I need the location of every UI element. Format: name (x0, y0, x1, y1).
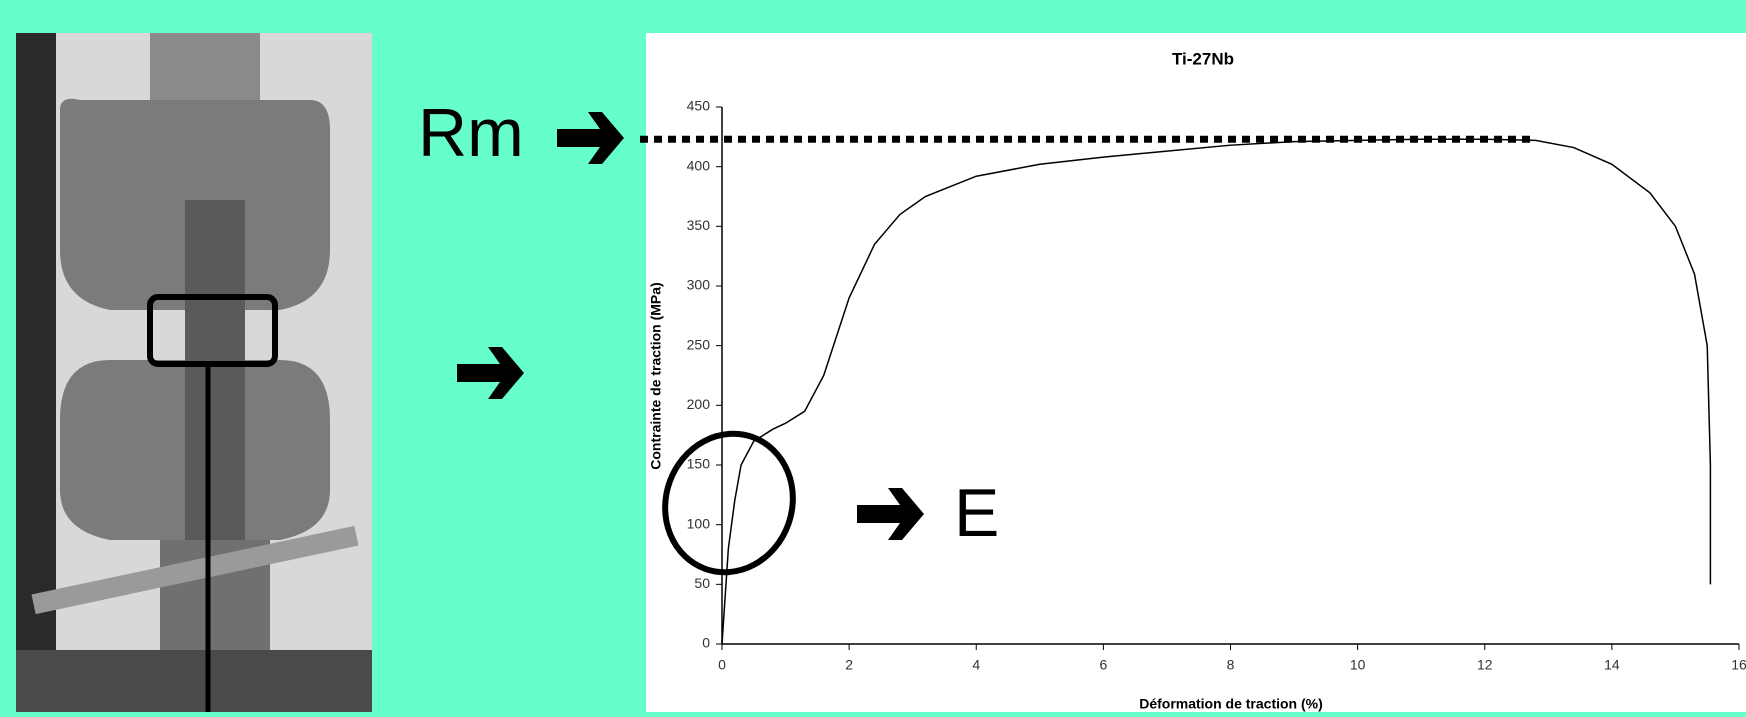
chart-panel (646, 33, 1746, 712)
y-tick-label: 100 (687, 515, 711, 531)
y-tick-label: 400 (687, 157, 711, 173)
y-tick-label: 50 (694, 575, 710, 591)
x-tick-label: 10 (1350, 657, 1366, 673)
y-tick-label: 300 (687, 277, 711, 293)
x-tick-label: 8 (1227, 657, 1235, 673)
photo (16, 33, 372, 712)
x-tick-label: 4 (972, 657, 980, 673)
y-axis-label: Contrainte de traction (MPa) (648, 282, 664, 469)
y-tick-label: 350 (687, 217, 711, 233)
x-tick-label: 12 (1477, 657, 1493, 673)
y-tick-label: 0 (702, 635, 710, 651)
slide: Ti-27Nb Déformation de traction (%) Cont… (0, 0, 1746, 712)
annotation: E (954, 475, 999, 551)
y-tick-label: 150 (687, 456, 711, 472)
x-tick-label: 16 (1731, 657, 1746, 673)
x-tick-label: 14 (1604, 657, 1620, 673)
y-tick-label: 450 (687, 98, 711, 114)
x-tick-label: 0 (718, 657, 726, 673)
x-tick-label: 2 (845, 657, 853, 673)
chart-title: Ti-27Nb (1172, 49, 1234, 68)
y-tick-label: 250 (687, 336, 711, 352)
y-tick-label: 200 (687, 396, 711, 412)
annotation: Rm (418, 95, 524, 171)
x-tick-label: 6 (1099, 657, 1107, 673)
page: {"chart_data": {"type": "line", "title":… (0, 0, 1746, 712)
x-axis-label: Déformation de traction (%) (1139, 696, 1323, 712)
